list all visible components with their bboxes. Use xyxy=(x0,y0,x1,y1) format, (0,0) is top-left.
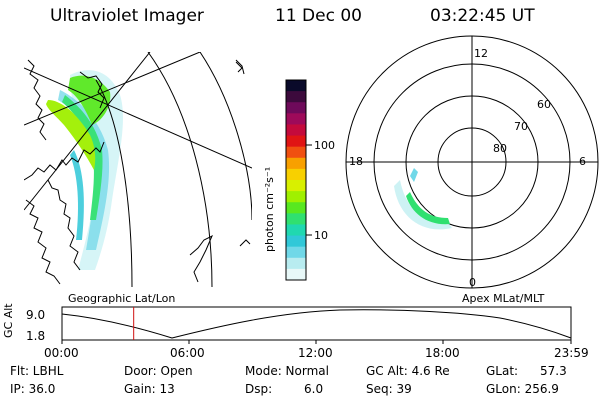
seq-readout: Seq: 39 xyxy=(366,382,412,396)
filter-readout: Flt: LBHL xyxy=(10,364,64,378)
mlat-label-60: 60 xyxy=(537,98,551,111)
door-readout: Door: Open xyxy=(124,364,193,378)
colorbar-swatch xyxy=(286,191,306,203)
mode-readout: Mode: Normal xyxy=(245,364,329,378)
colorbar-swatch xyxy=(286,213,306,225)
altitude-ytick-max: 9.0 xyxy=(26,308,46,322)
colorbar-swatch xyxy=(286,91,306,103)
colorbar-tick-100: 100 xyxy=(314,139,335,152)
mlat-label-70: 70 xyxy=(514,120,528,133)
colorbar-swatch xyxy=(286,168,306,181)
coastlines xyxy=(24,59,251,285)
ip-readout: IP: 36.0 xyxy=(10,382,56,396)
glat-value: 57.3 xyxy=(540,364,567,378)
gc-alt-readout: GC Alt: 4.6 Re xyxy=(366,364,450,378)
colorbar-swatch xyxy=(286,80,306,92)
time-tick-0000: 00:00 xyxy=(44,346,79,360)
north-arrow-icon xyxy=(235,61,243,73)
colorbar-swatch xyxy=(286,246,306,259)
colorbar-swatch xyxy=(286,135,306,148)
altitude-ytick-min: 1.8 xyxy=(26,329,46,343)
dsp-value: 6.0 xyxy=(304,382,324,396)
time-tick-0600: 06:00 xyxy=(170,346,205,360)
app-title: Ultraviolet Imager xyxy=(50,6,204,26)
colorbar-swatch xyxy=(286,180,306,192)
colorbar-tick-10: 10 xyxy=(314,229,328,242)
polar-caption: Apex MLat/MLT xyxy=(462,292,545,305)
dsp-label: Dsp: xyxy=(245,382,273,396)
gain-readout: Gain: 13 xyxy=(124,382,175,396)
mlt-label-18: 18 xyxy=(349,155,363,168)
colorbar-swatch xyxy=(286,202,306,214)
altitude-curve xyxy=(61,309,572,339)
header-date: 11 Dec 00 xyxy=(275,6,362,26)
colorbar-swatch xyxy=(286,268,306,281)
glat-label: GLat: xyxy=(486,364,519,378)
mlt-label-6: 6 xyxy=(579,155,586,168)
colorbar-swatch xyxy=(286,146,306,159)
geo-caption: Geographic Lat/Lon xyxy=(68,292,176,305)
mlt-label-12: 12 xyxy=(474,47,488,60)
colorbar-swatch xyxy=(286,102,306,114)
header-time: 03:22:45 UT xyxy=(430,6,535,26)
time-tick-2359: 23:59 xyxy=(554,346,589,360)
time-tick-1800: 18:00 xyxy=(425,346,460,360)
colorbar-swatch xyxy=(286,124,306,137)
colorbar-swatch xyxy=(286,257,306,270)
glon-readout: GLon: 256.9 xyxy=(486,382,559,396)
polar-auroral-emission xyxy=(394,168,452,230)
colorbar-swatch xyxy=(286,157,306,170)
lat-lon-grid xyxy=(24,52,252,287)
time-tick-1200: 12:00 xyxy=(298,346,333,360)
altitude-ylabel: GC Alt xyxy=(2,303,15,338)
colorbar-swatch xyxy=(286,224,306,237)
mlat-label-80: 80 xyxy=(493,142,507,155)
mlt-label-0: 0 xyxy=(469,276,476,289)
colorbar-swatch xyxy=(286,235,306,248)
colorbar-swatch xyxy=(286,113,306,125)
